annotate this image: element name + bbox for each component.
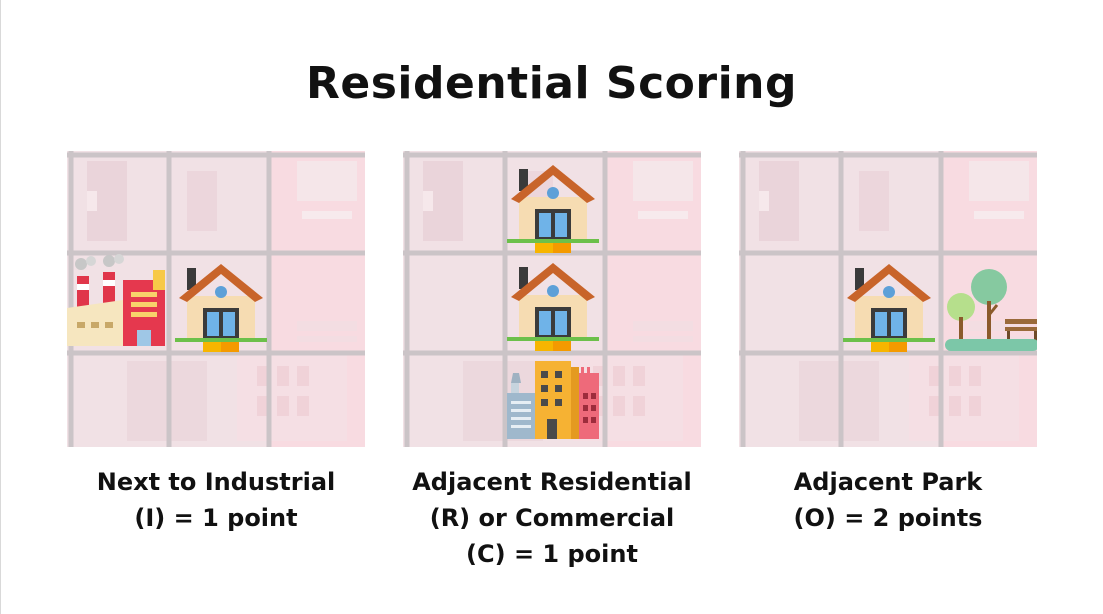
house-icon (175, 264, 267, 352)
panel-residential-commercial (403, 151, 701, 447)
page-edge (0, 0, 1, 614)
caption-line: Next to Industrial (96, 468, 336, 496)
caption-line: (I) = 1 point (134, 504, 298, 532)
park-icon (943, 267, 1037, 353)
house-icon (507, 165, 599, 253)
caption-line: (O) = 2 points (793, 504, 983, 532)
house-icon (507, 263, 599, 351)
caption-park: Adjacent Park (O) = 2 points (718, 464, 1058, 536)
caption-line: (C) = 1 point (466, 540, 638, 568)
panel-industrial (67, 151, 365, 447)
commercial-buildings-icon (507, 361, 599, 439)
house-icon (843, 264, 935, 352)
caption-line: Adjacent Park (793, 468, 983, 496)
factory-icon (67, 254, 165, 346)
caption-line: Adjacent Residential (412, 468, 692, 496)
caption-line: (R) or Commercial (429, 504, 675, 532)
page-title: Residential Scoring (306, 58, 797, 109)
caption-industrial: Next to Industrial (I) = 1 point (46, 464, 386, 536)
caption-residential-commercial: Adjacent Residential (R) or Commercial (… (382, 464, 722, 572)
panel-park (739, 151, 1037, 447)
